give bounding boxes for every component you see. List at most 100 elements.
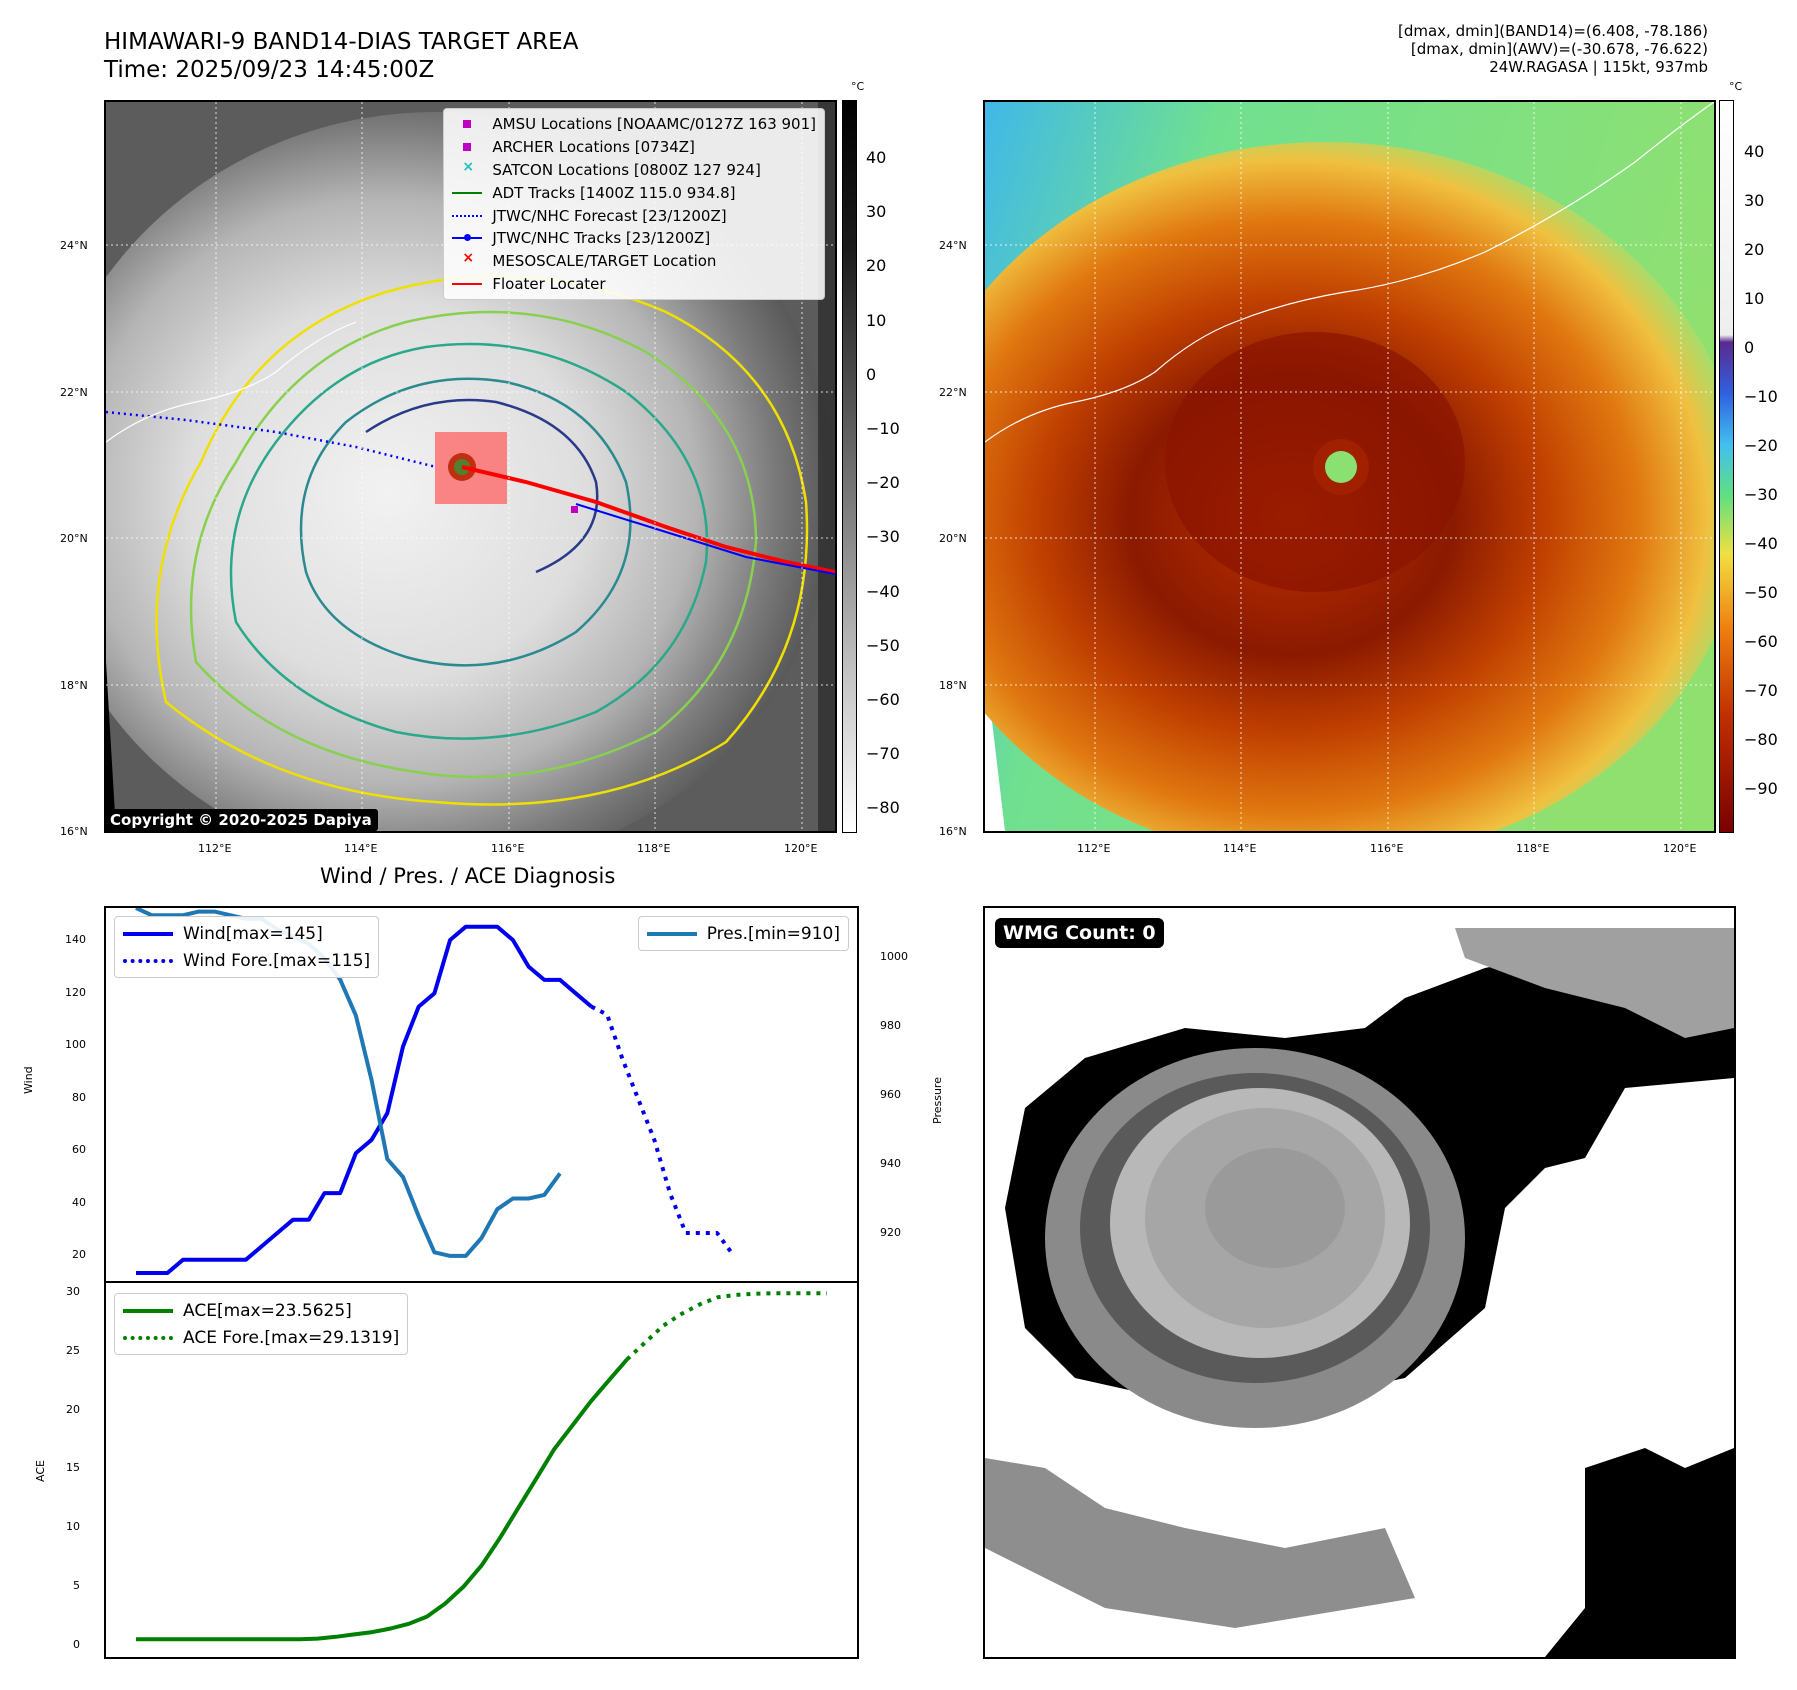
chart-legend-item: Wind Fore.[max=115] <box>123 947 370 974</box>
colorbar-tick-label: 20 <box>1744 240 1765 259</box>
colorbar-tick-label: 0 <box>866 364 877 384</box>
info-line-1: [dmax, dmin](BAND14)=(6.408, -78.186) <box>1397 22 1708 40</box>
map-legend-item: × MESOSCALE/TARGET Location <box>452 250 816 273</box>
lat-tick-label: 22°N <box>60 386 88 399</box>
axis-tick-label: 20 <box>72 1248 86 1261</box>
chart-legend-item: Wind[max=145] <box>123 920 370 947</box>
legend-symbol <box>452 187 483 199</box>
legend-label: MESOSCALE/TARGET Location <box>492 252 717 271</box>
colorbar-tick-label: −60 <box>866 690 900 709</box>
colorbar-tick-label: −70 <box>866 744 900 764</box>
lat-tick-label: 18°N <box>60 679 88 692</box>
lat-tick-label: 24°N <box>60 239 88 252</box>
storm-info: [dmax, dmin](BAND14)=(6.408, -78.186) [d… <box>1398 22 1708 76</box>
legend-symbol <box>452 278 483 290</box>
colorbar-tick-label: 40 <box>866 148 887 167</box>
legend-symbol <box>452 118 482 130</box>
axis-tick-label: 30 <box>66 1285 80 1298</box>
colorbar-tick-label: −50 <box>866 635 900 655</box>
diagnosis-title: Wind / Pres. / ACE Diagnosis <box>320 864 616 888</box>
wind-legend: Wind[max=145] Wind Fore.[max=115] <box>114 916 380 978</box>
axis-tick-label: 0 <box>73 1637 80 1651</box>
colorbar-tick-label: −80 <box>1744 730 1778 749</box>
colorbar-tick-label: −20 <box>866 473 900 493</box>
colorbar-tick-label: −40 <box>866 581 900 601</box>
colorbar-tick-label: −10 <box>866 419 900 438</box>
axis-tick-label: 960 <box>880 1088 901 1101</box>
wind-pressure-panel: Wind[max=145] Wind Fore.[max=115] Pres.[m… <box>104 906 859 1283</box>
legend-line-sample <box>123 930 173 938</box>
lon-tick-label: 118°E <box>637 842 671 855</box>
map-legend-item: ADT Tracks [1400Z 115.0 934.8] <box>452 181 816 204</box>
legend-line-sample <box>123 957 173 965</box>
series-line <box>625 1291 827 1361</box>
chart-legend-item: Pres.[min=910] <box>646 920 840 947</box>
copyright-badge: Copyright © 2020-2025 Dapiya <box>106 809 378 831</box>
colorbar-tick-label: 10 <box>1744 289 1765 308</box>
chart-legend-item: ACE[max=23.5625] <box>123 1297 399 1324</box>
axis-tick-label: 10 <box>66 1520 80 1534</box>
chart-title: HIMAWARI-9 BAND14-DIAS TARGET AREA Time:… <box>104 28 578 84</box>
legend-symbol <box>452 232 483 244</box>
chart-legend-item: ACE Fore.[max=29.1319] <box>123 1324 399 1351</box>
map-legend-item: ARCHER Locations [0734Z] <box>452 136 816 159</box>
axis-tick-label: 25 <box>66 1343 80 1357</box>
legend-label: Floater Locater <box>492 274 606 293</box>
color-colorbar-unit: °C <box>1729 80 1743 93</box>
info-line-2: [dmax, dmin](AWV)=(-30.678, -76.622) <box>1410 40 1708 58</box>
colorbar-tick-label: −30 <box>866 527 900 547</box>
series-line <box>136 924 593 1275</box>
axis-tick-label: 940 <box>880 1157 901 1170</box>
legend-label: Wind Fore.[max=115] <box>183 950 371 971</box>
axis-tick-label: 140 <box>65 933 86 946</box>
map-legend-item: JTWC/NHC Forecast [23/1200Z] <box>452 204 816 227</box>
series-line <box>136 1358 629 1642</box>
map-legend-item: AMSU Locations [NOAAMC/0127Z 163 901] <box>452 113 816 136</box>
colorbar-tick-label: 20 <box>866 256 887 276</box>
lon-tick-label: 120°E <box>784 842 818 855</box>
colorbar-tick-label: −10 <box>1744 387 1778 406</box>
ace-panel: ACE[max=23.5625] ACE Fore.[max=29.1319] <box>104 1281 859 1659</box>
title-line-1: HIMAWARI-9 BAND14-DIAS TARGET AREA <box>104 29 579 55</box>
map-legend-item: Floater Locater <box>452 273 816 296</box>
legend-label: AMSU Locations [NOAAMC/0127Z 163 901] <box>492 115 816 134</box>
lat-tick-label: 18°N <box>939 679 967 692</box>
gray-colorbar <box>842 100 857 833</box>
legend-symbol: × <box>462 250 475 267</box>
lon-tick-label: 114°E <box>344 842 378 855</box>
wmg-panel: WMG Count: 0 <box>983 906 1736 1659</box>
colorbar-tick-label: 30 <box>1744 191 1765 210</box>
pressure-ylabel: Pressure <box>931 1077 944 1124</box>
lon-tick-label: 116°E <box>491 842 525 855</box>
map-legend-item: × SATCON Locations [0800Z 127 924] <box>452 159 816 182</box>
ir-grayscale-map: AMSU Locations [NOAAMC/0127Z 163 901] ARC… <box>104 100 837 833</box>
legend-symbol <box>452 210 483 222</box>
axis-tick-label: 120 <box>65 985 86 999</box>
colorbar-tick-label: 0 <box>1744 338 1755 357</box>
legend-label: ARCHER Locations [0734Z] <box>492 138 695 157</box>
legend-label: ADT Tracks [1400Z 115.0 934.8] <box>492 183 736 202</box>
wind-ylabel: Wind <box>22 1066 35 1094</box>
pressure-legend: Pres.[min=910] <box>637 916 849 951</box>
title-line-2: Time: 2025/09/23 14:45:00Z <box>104 57 435 83</box>
colorbar-tick-label: 10 <box>866 310 887 330</box>
colorbar-tick-label: 40 <box>1744 142 1765 161</box>
legend-symbol <box>452 141 482 153</box>
axis-tick-label: 40 <box>72 1195 86 1209</box>
color-colorbar <box>1719 100 1734 833</box>
colorbar-tick-label: −90 <box>1744 779 1778 798</box>
colorbar-tick-label: −70 <box>1744 681 1778 700</box>
axis-tick-label: 15 <box>66 1461 80 1475</box>
axis-tick-label: 100 <box>65 1038 86 1051</box>
map-legend: AMSU Locations [NOAAMC/0127Z 163 901] ARC… <box>443 108 825 301</box>
legend-label: ACE[max=23.5625] <box>183 1300 352 1321</box>
colorbar-tick-label: 30 <box>866 202 887 222</box>
gray-colorbar-unit: °C <box>851 80 865 93</box>
legend-label: JTWC/NHC Forecast [23/1200Z] <box>492 206 727 225</box>
legend-line-sample <box>646 930 697 938</box>
axis-tick-label: 980 <box>880 1019 901 1032</box>
colorbar-tick-label: −20 <box>1744 436 1778 455</box>
lat-tick-label: 24°N <box>939 239 967 252</box>
legend-line-sample <box>123 1334 173 1342</box>
ir-color-map <box>983 100 1716 833</box>
